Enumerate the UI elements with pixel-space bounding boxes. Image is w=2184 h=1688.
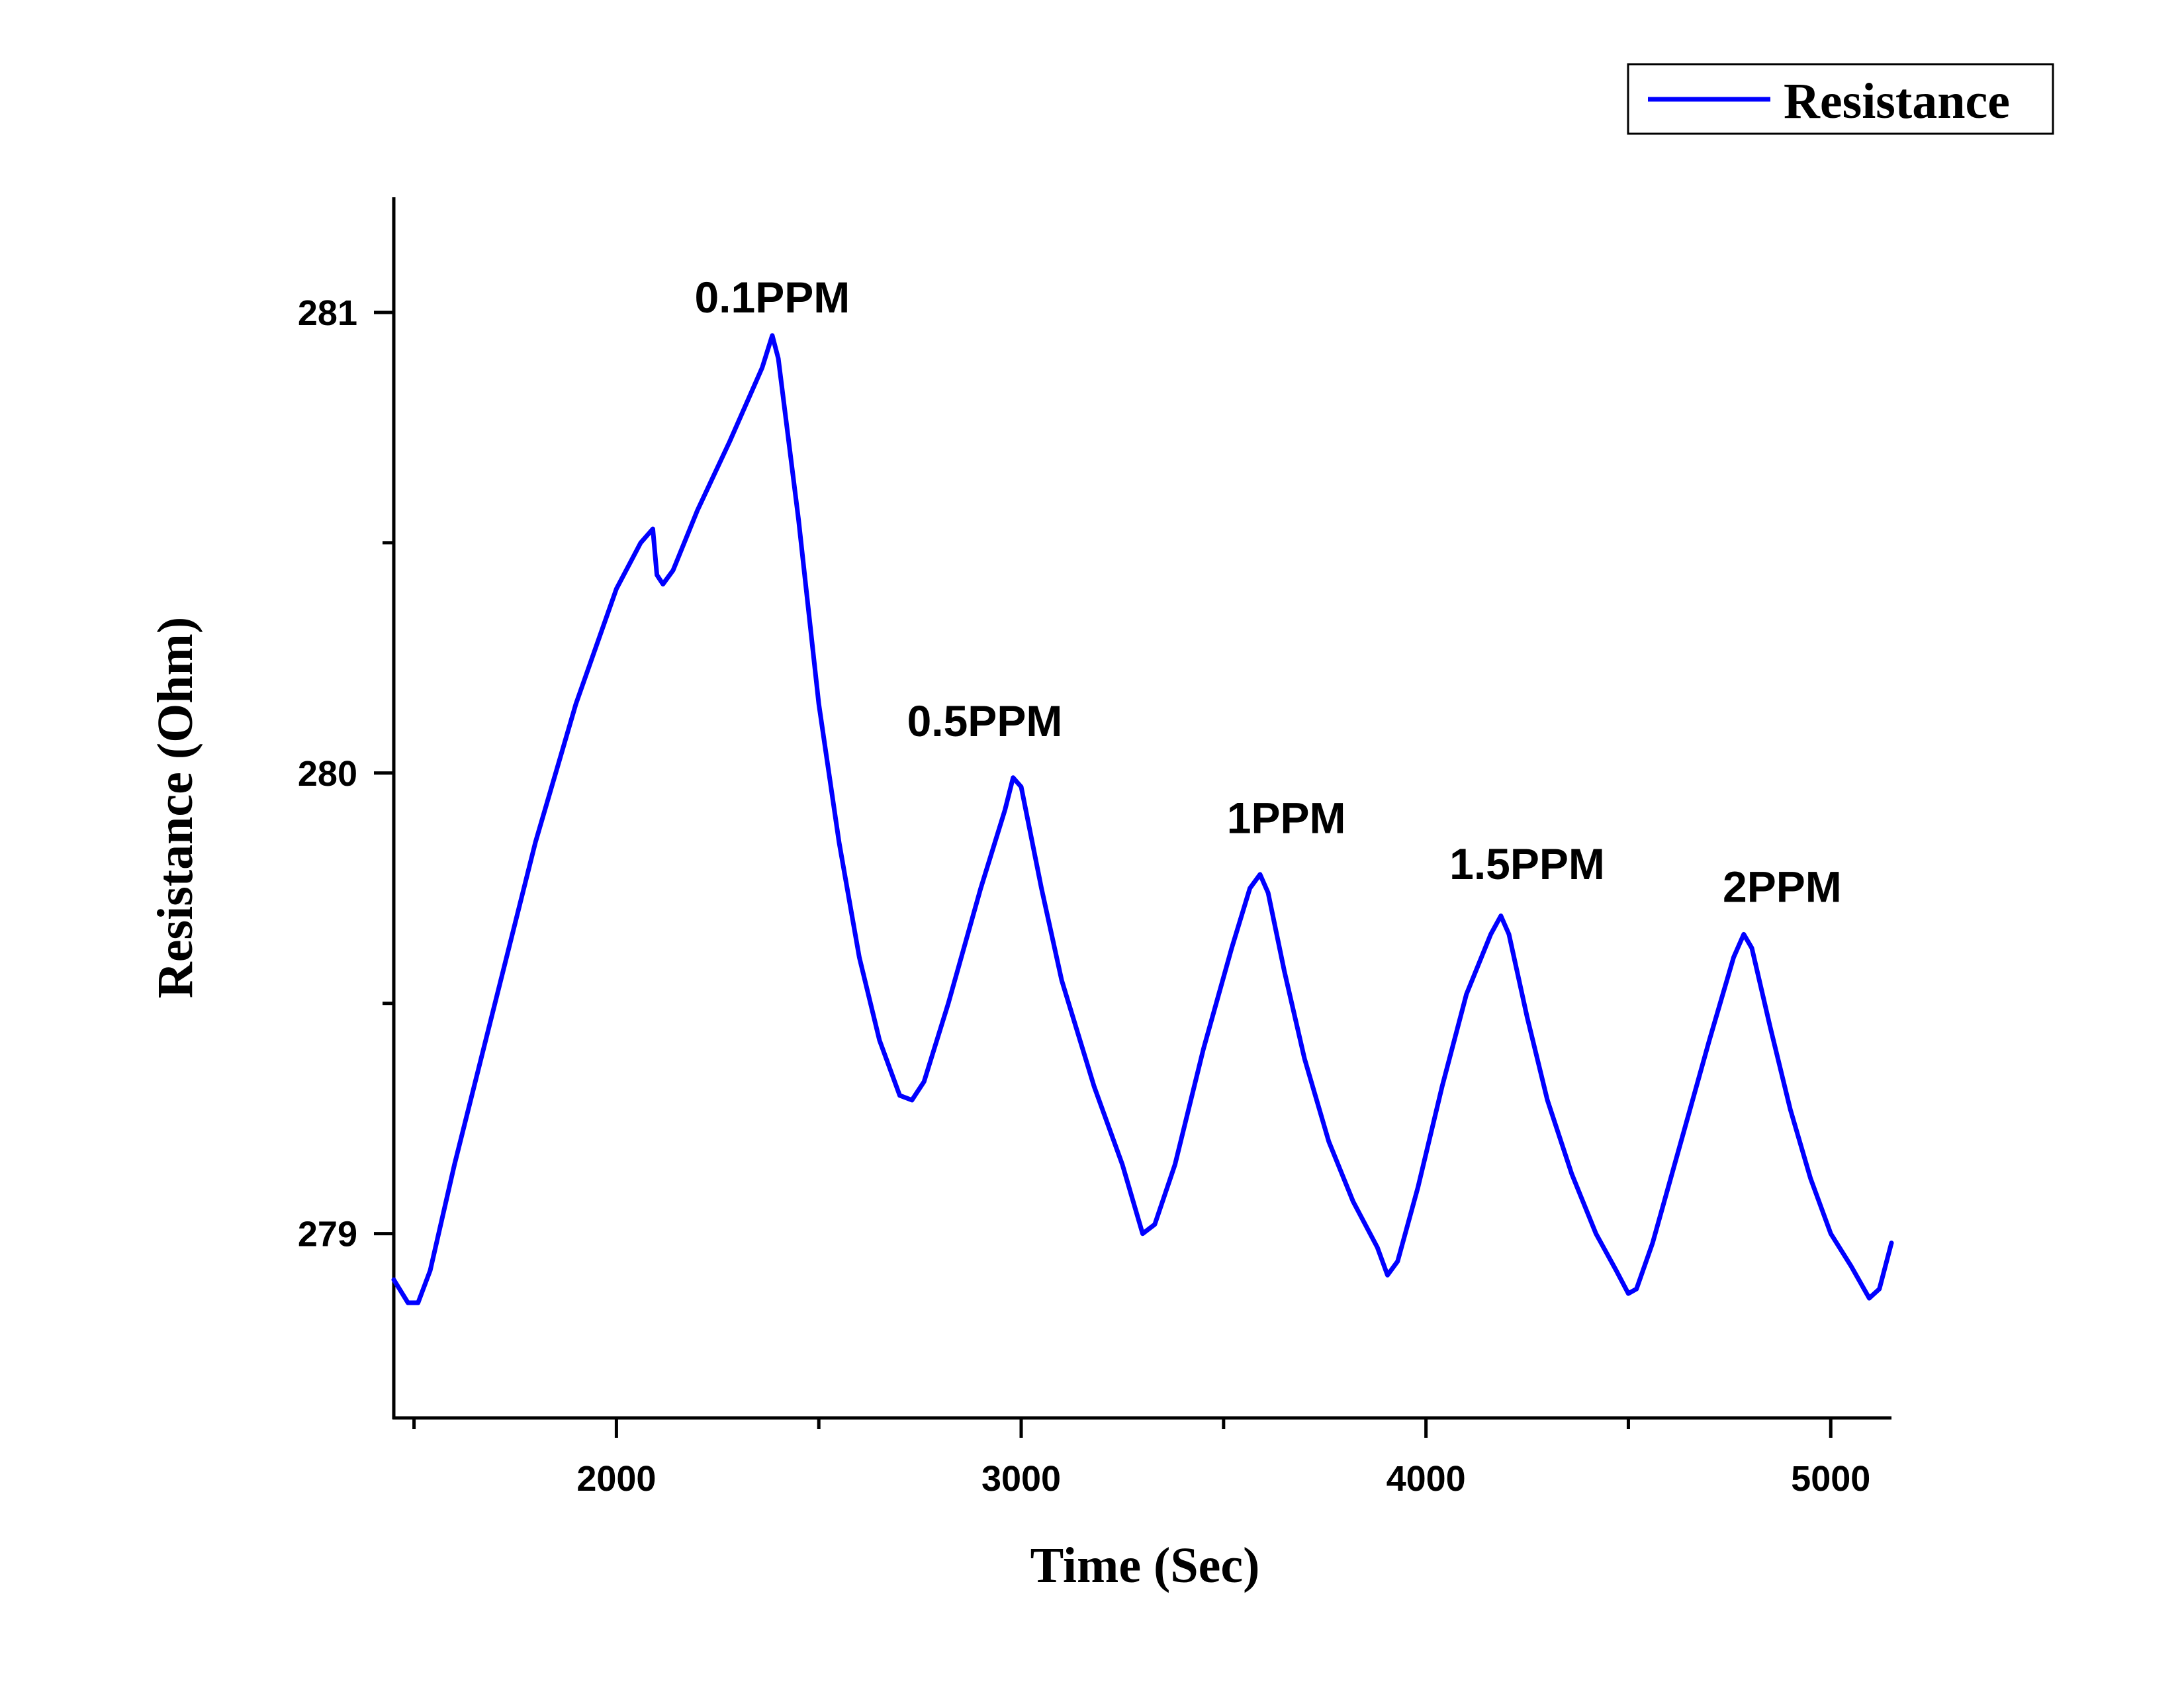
tick-labels: 2000 3000 4000 5000 279 280 281 xyxy=(298,293,1870,1499)
axes xyxy=(392,197,1891,1420)
y-tick-label: 280 xyxy=(298,754,357,794)
peak-annotation: 0.1PPM xyxy=(694,273,850,322)
annotations: 0.1PPM 0.5PPM 1PPM 1.5PPM 2PPM xyxy=(694,273,1841,912)
y-tick-label: 281 xyxy=(298,293,357,333)
peak-annotation: 2PPM xyxy=(1723,863,1842,912)
series-layer xyxy=(391,333,1894,1305)
peak-annotation: 0.5PPM xyxy=(907,696,1063,745)
x-tick-label: 4000 xyxy=(1387,1459,1466,1499)
legend: Resistance xyxy=(1627,63,2054,135)
legend-label: Resistance xyxy=(1784,73,2010,129)
x-tick-label: 5000 xyxy=(1791,1459,1870,1499)
y-tick-label: 279 xyxy=(298,1215,357,1254)
peak-annotation: 1.5PPM xyxy=(1449,839,1605,888)
ticks xyxy=(374,310,1833,1438)
series-line-resistance xyxy=(391,333,1894,1305)
x-tick-label: 3000 xyxy=(981,1459,1061,1499)
peak-annotation: 1PPM xyxy=(1227,793,1346,842)
x-axis-title: Time (Sec) xyxy=(1030,1538,1260,1593)
y-axis-title: Resistance (Ohm) xyxy=(148,617,203,998)
x-tick-label: 2000 xyxy=(576,1459,656,1499)
